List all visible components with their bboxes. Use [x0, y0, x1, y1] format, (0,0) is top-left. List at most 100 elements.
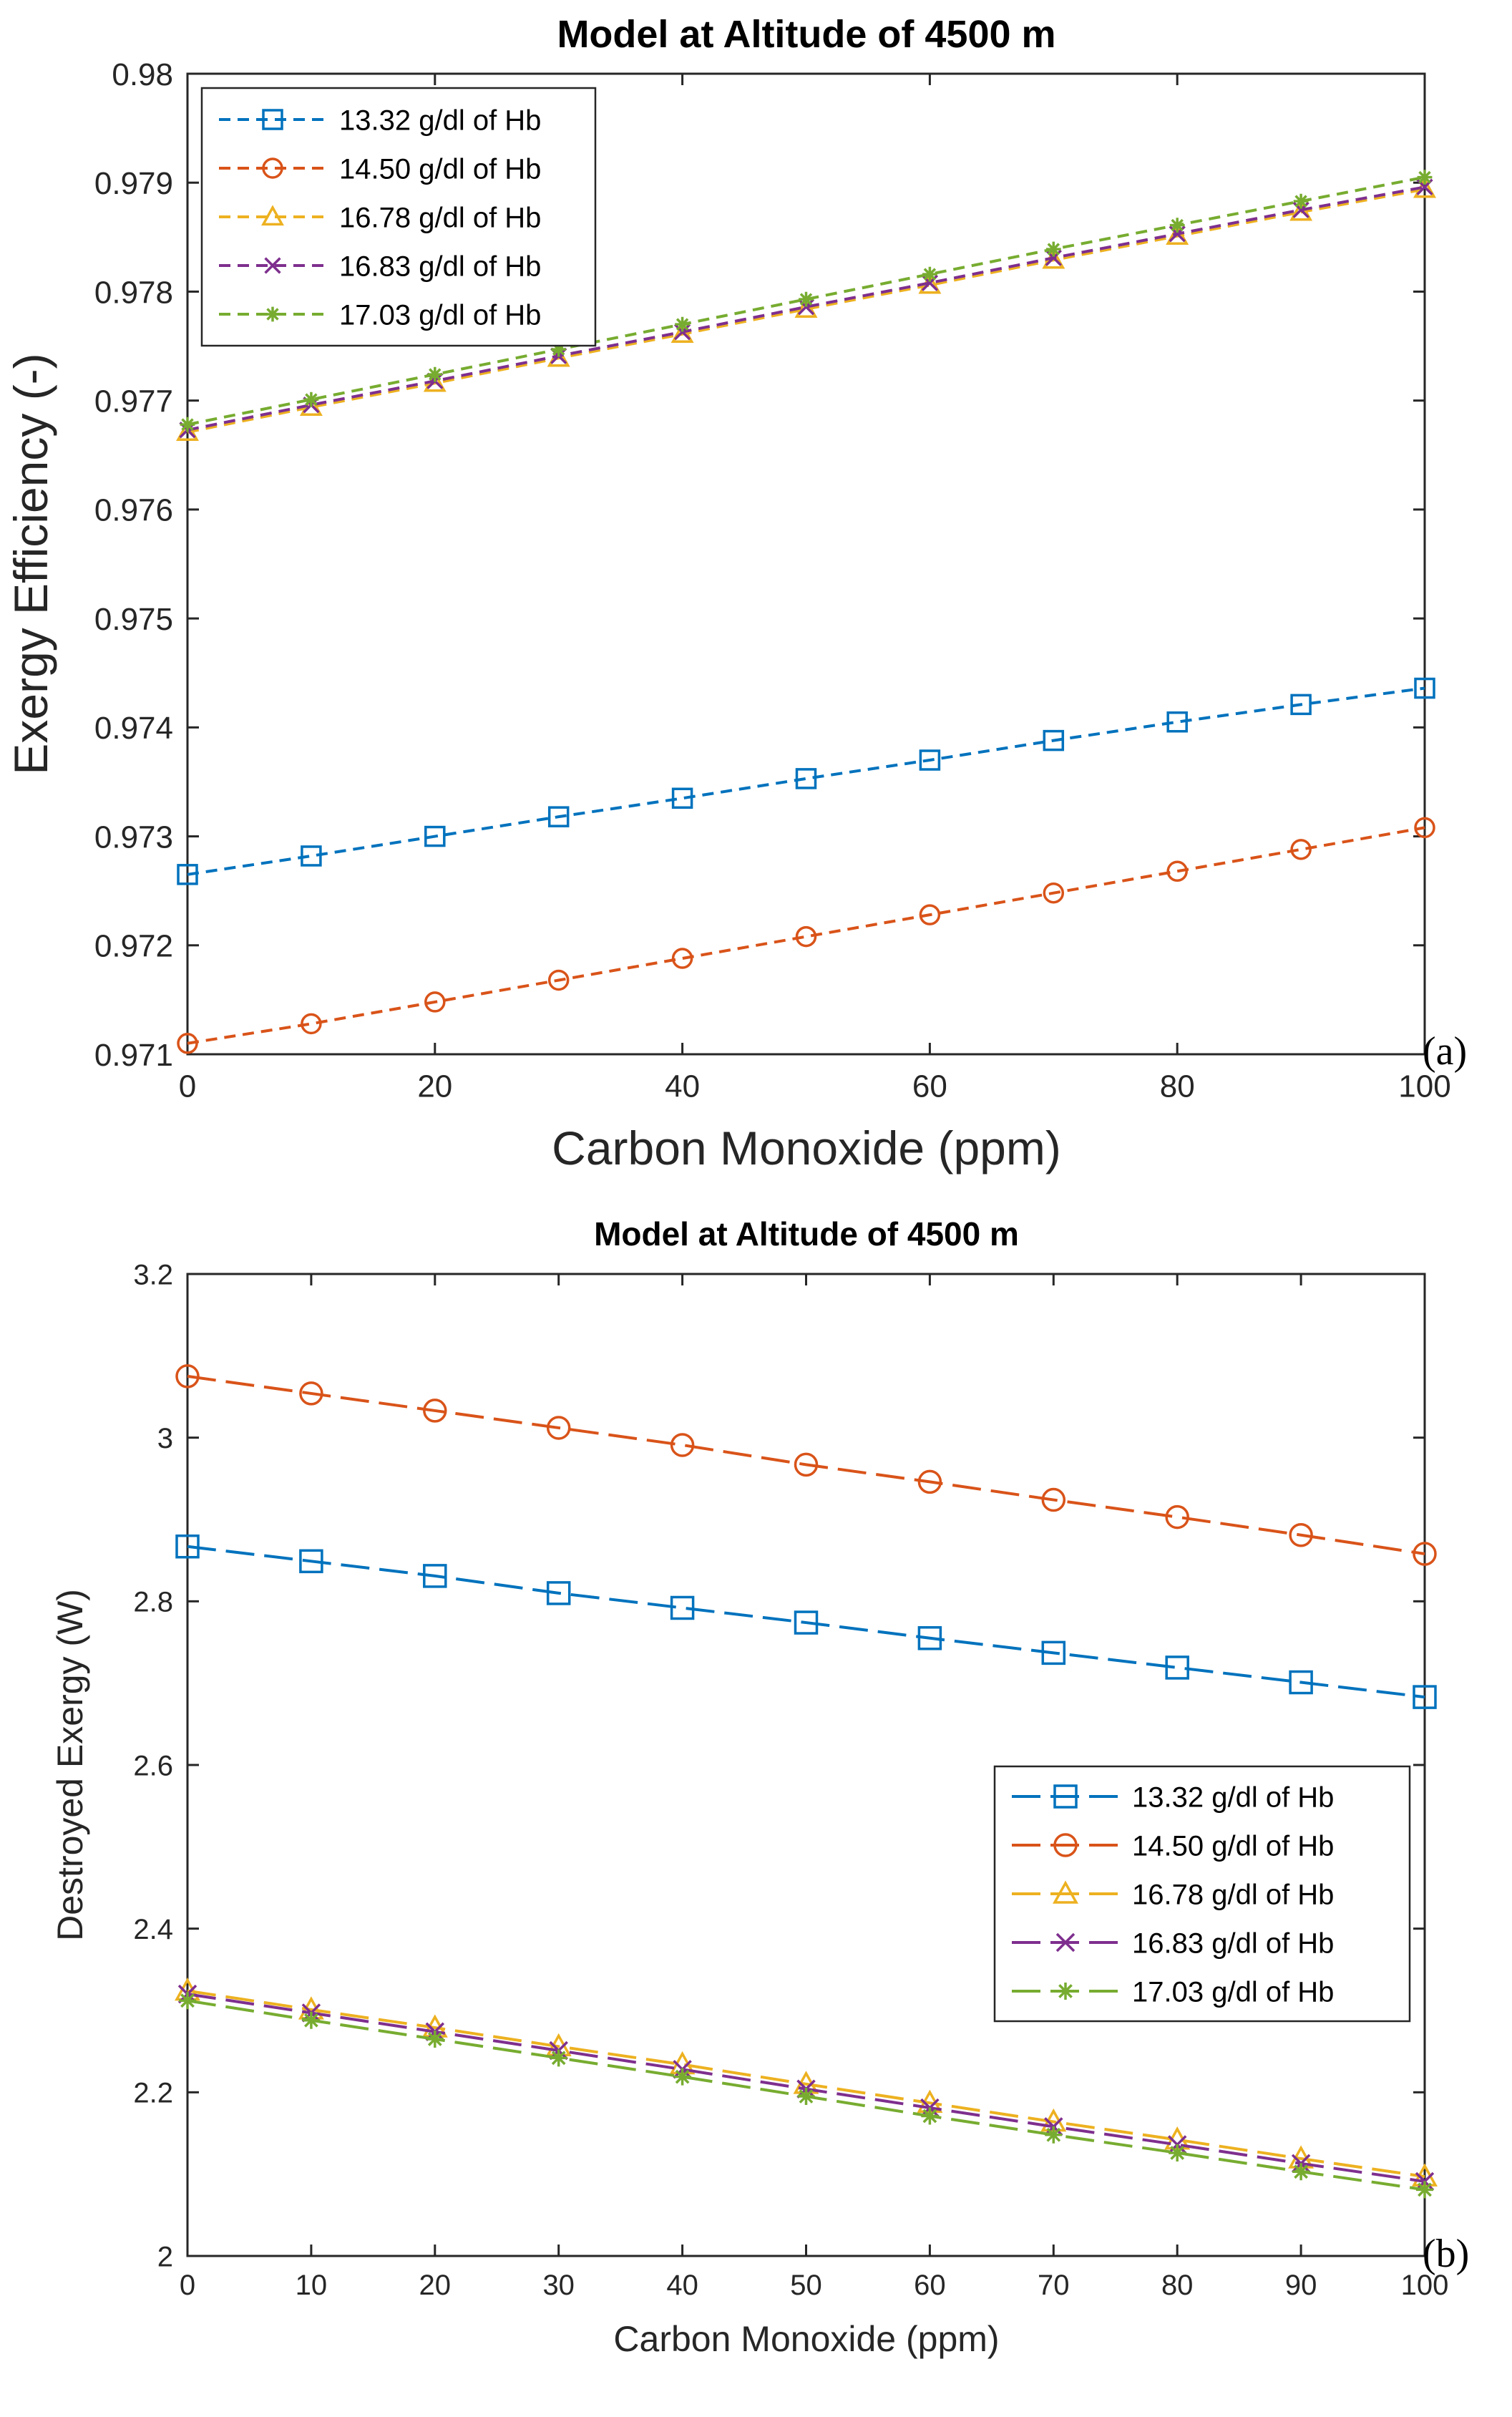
legend-label: 17.03 g/dl of Hb [339, 299, 541, 331]
data-point [1045, 241, 1061, 257]
series-line [187, 185, 1425, 432]
legend-label: 14.50 g/dl of Hb [1132, 1830, 1334, 1862]
legend-entry: 16.78 g/dl of Hb [219, 202, 541, 233]
y-tick-label: 0.978 [94, 275, 173, 310]
data-point [1289, 200, 1313, 221]
data-point [921, 2107, 939, 2125]
y-tick-label: 0.974 [94, 711, 173, 746]
legend-label: 17.03 g/dl of Hb [1132, 1976, 1334, 2008]
y-tick-label: 2.2 [133, 2078, 173, 2109]
data-point [1290, 694, 1312, 716]
series-14-50-g-dl-of-hb [175, 1364, 1437, 1566]
data-point [794, 1452, 819, 1477]
data-point [670, 1595, 695, 1620]
data-point [917, 1469, 942, 1494]
data-point [176, 420, 199, 441]
data-point [1169, 218, 1185, 233]
data-point [797, 298, 815, 316]
x-tick-label: 70 [1038, 2270, 1070, 2301]
data-point [919, 749, 941, 771]
plot-area [186, 1273, 1426, 2257]
legend-entry: 13.32 g/dl of Hb [1012, 1781, 1334, 1813]
x-axis-ticks: 0 10 20 30 40 50 60 70 80 90 100 [180, 1274, 1448, 2301]
legend-marker [264, 257, 281, 274]
series-line [187, 1989, 1425, 2179]
data-point [302, 2011, 320, 2029]
y-tick-label: 0.971 [94, 1038, 173, 1073]
data-point [1166, 711, 1188, 733]
data-point [671, 948, 693, 969]
legend-label: 14.50 g/dl of Hb [339, 153, 541, 185]
data-point [550, 2049, 567, 2067]
data-point [1041, 1640, 1066, 1665]
data-point [301, 845, 322, 867]
data-point [673, 324, 691, 341]
data-point [670, 322, 694, 343]
data-point [794, 1610, 819, 1635]
data-point [427, 366, 443, 382]
legend-label: 16.83 g/dl of Hb [339, 251, 541, 282]
series-13-32-g-dl-of-hb [177, 677, 1435, 885]
data-point [546, 1416, 571, 1440]
x-tick-label: 100 [1398, 1069, 1450, 1104]
data-point [426, 2031, 444, 2048]
series-layer [175, 1364, 1438, 2199]
legend-entry: 14.50 g/dl of Hb [219, 153, 541, 185]
x-tick-label: 60 [914, 2270, 946, 2301]
data-point [671, 787, 693, 809]
data-point [797, 2088, 815, 2106]
y-axis-label: Exergy Efficiency (-) [4, 353, 57, 774]
data-point [175, 1534, 200, 1559]
chart-title: Model at Altitude of 4500 m [594, 1215, 1019, 1253]
data-point [547, 806, 570, 827]
y-tick-label: 2.6 [133, 1750, 173, 1781]
data-point [917, 1626, 942, 1650]
data-point [670, 1433, 695, 1457]
legend: 13.32 g/dl of Hb 14.50 g/dl of Hb 16.78 g/… [200, 87, 597, 347]
data-point [919, 904, 941, 925]
y-axis-ticks: 2 2.2 2.4 2.6 2.8 3 3.2 [133, 1259, 1425, 2272]
panel-label: (a) [1423, 1029, 1467, 1074]
series-13-32-g-dl-of-hb [175, 1534, 1437, 1709]
y-tick-label: 2.8 [133, 1587, 173, 1618]
x-tick-label: 50 [790, 2270, 822, 2301]
x-tick-label: 60 [912, 1069, 947, 1104]
legend-marker [1057, 1983, 1074, 2000]
series-line [187, 188, 1425, 434]
y-tick-label: 2 [157, 2241, 173, 2272]
data-point [1414, 817, 1435, 839]
legend-label: 16.83 g/dl of Hb [1132, 1927, 1334, 1959]
legend-label: 16.78 g/dl of Hb [1132, 1879, 1334, 1910]
x-tick-label: 80 [1160, 1069, 1195, 1104]
y-tick-label: 0.973 [94, 820, 173, 855]
chart-panel-b: Model at Altitude of 4500 m 2 2.2 2.4 2.6 2.… [50, 1215, 1469, 2359]
data-point [1417, 170, 1433, 185]
data-point [1413, 1542, 1437, 1566]
series-line [187, 826, 1425, 1045]
data-point [1043, 882, 1065, 904]
legend-label: 16.78 g/dl of Hb [339, 202, 541, 233]
data-point [1043, 729, 1065, 752]
x-tick-label: 20 [417, 1069, 452, 1104]
data-point [179, 1992, 196, 2010]
series-line [187, 1374, 1425, 1555]
y-tick-label: 2.4 [133, 1914, 173, 1945]
y-tick-label: 0.98 [112, 57, 173, 92]
y-tick-label: 0.977 [94, 384, 173, 419]
data-point [795, 768, 817, 789]
data-point [423, 1564, 447, 1588]
series-16-78-g-dl-of-hb [176, 177, 1436, 441]
data-point [301, 1013, 322, 1035]
legend-entry: 16.83 g/dl of Hb [1012, 1927, 1334, 1959]
legend-marker [1053, 1784, 1078, 1809]
data-point [799, 291, 814, 307]
data-point [1166, 224, 1189, 245]
data-point [673, 2068, 691, 2086]
x-tick-label: 10 [296, 2270, 328, 2301]
x-tick-label: 0 [179, 1069, 196, 1104]
legend-marker [1055, 1932, 1076, 1952]
series-17-03-g-dl-of-hb [179, 1992, 1433, 2199]
data-point [1292, 2163, 1310, 2181]
y-tick-label: 3 [157, 1423, 173, 1454]
